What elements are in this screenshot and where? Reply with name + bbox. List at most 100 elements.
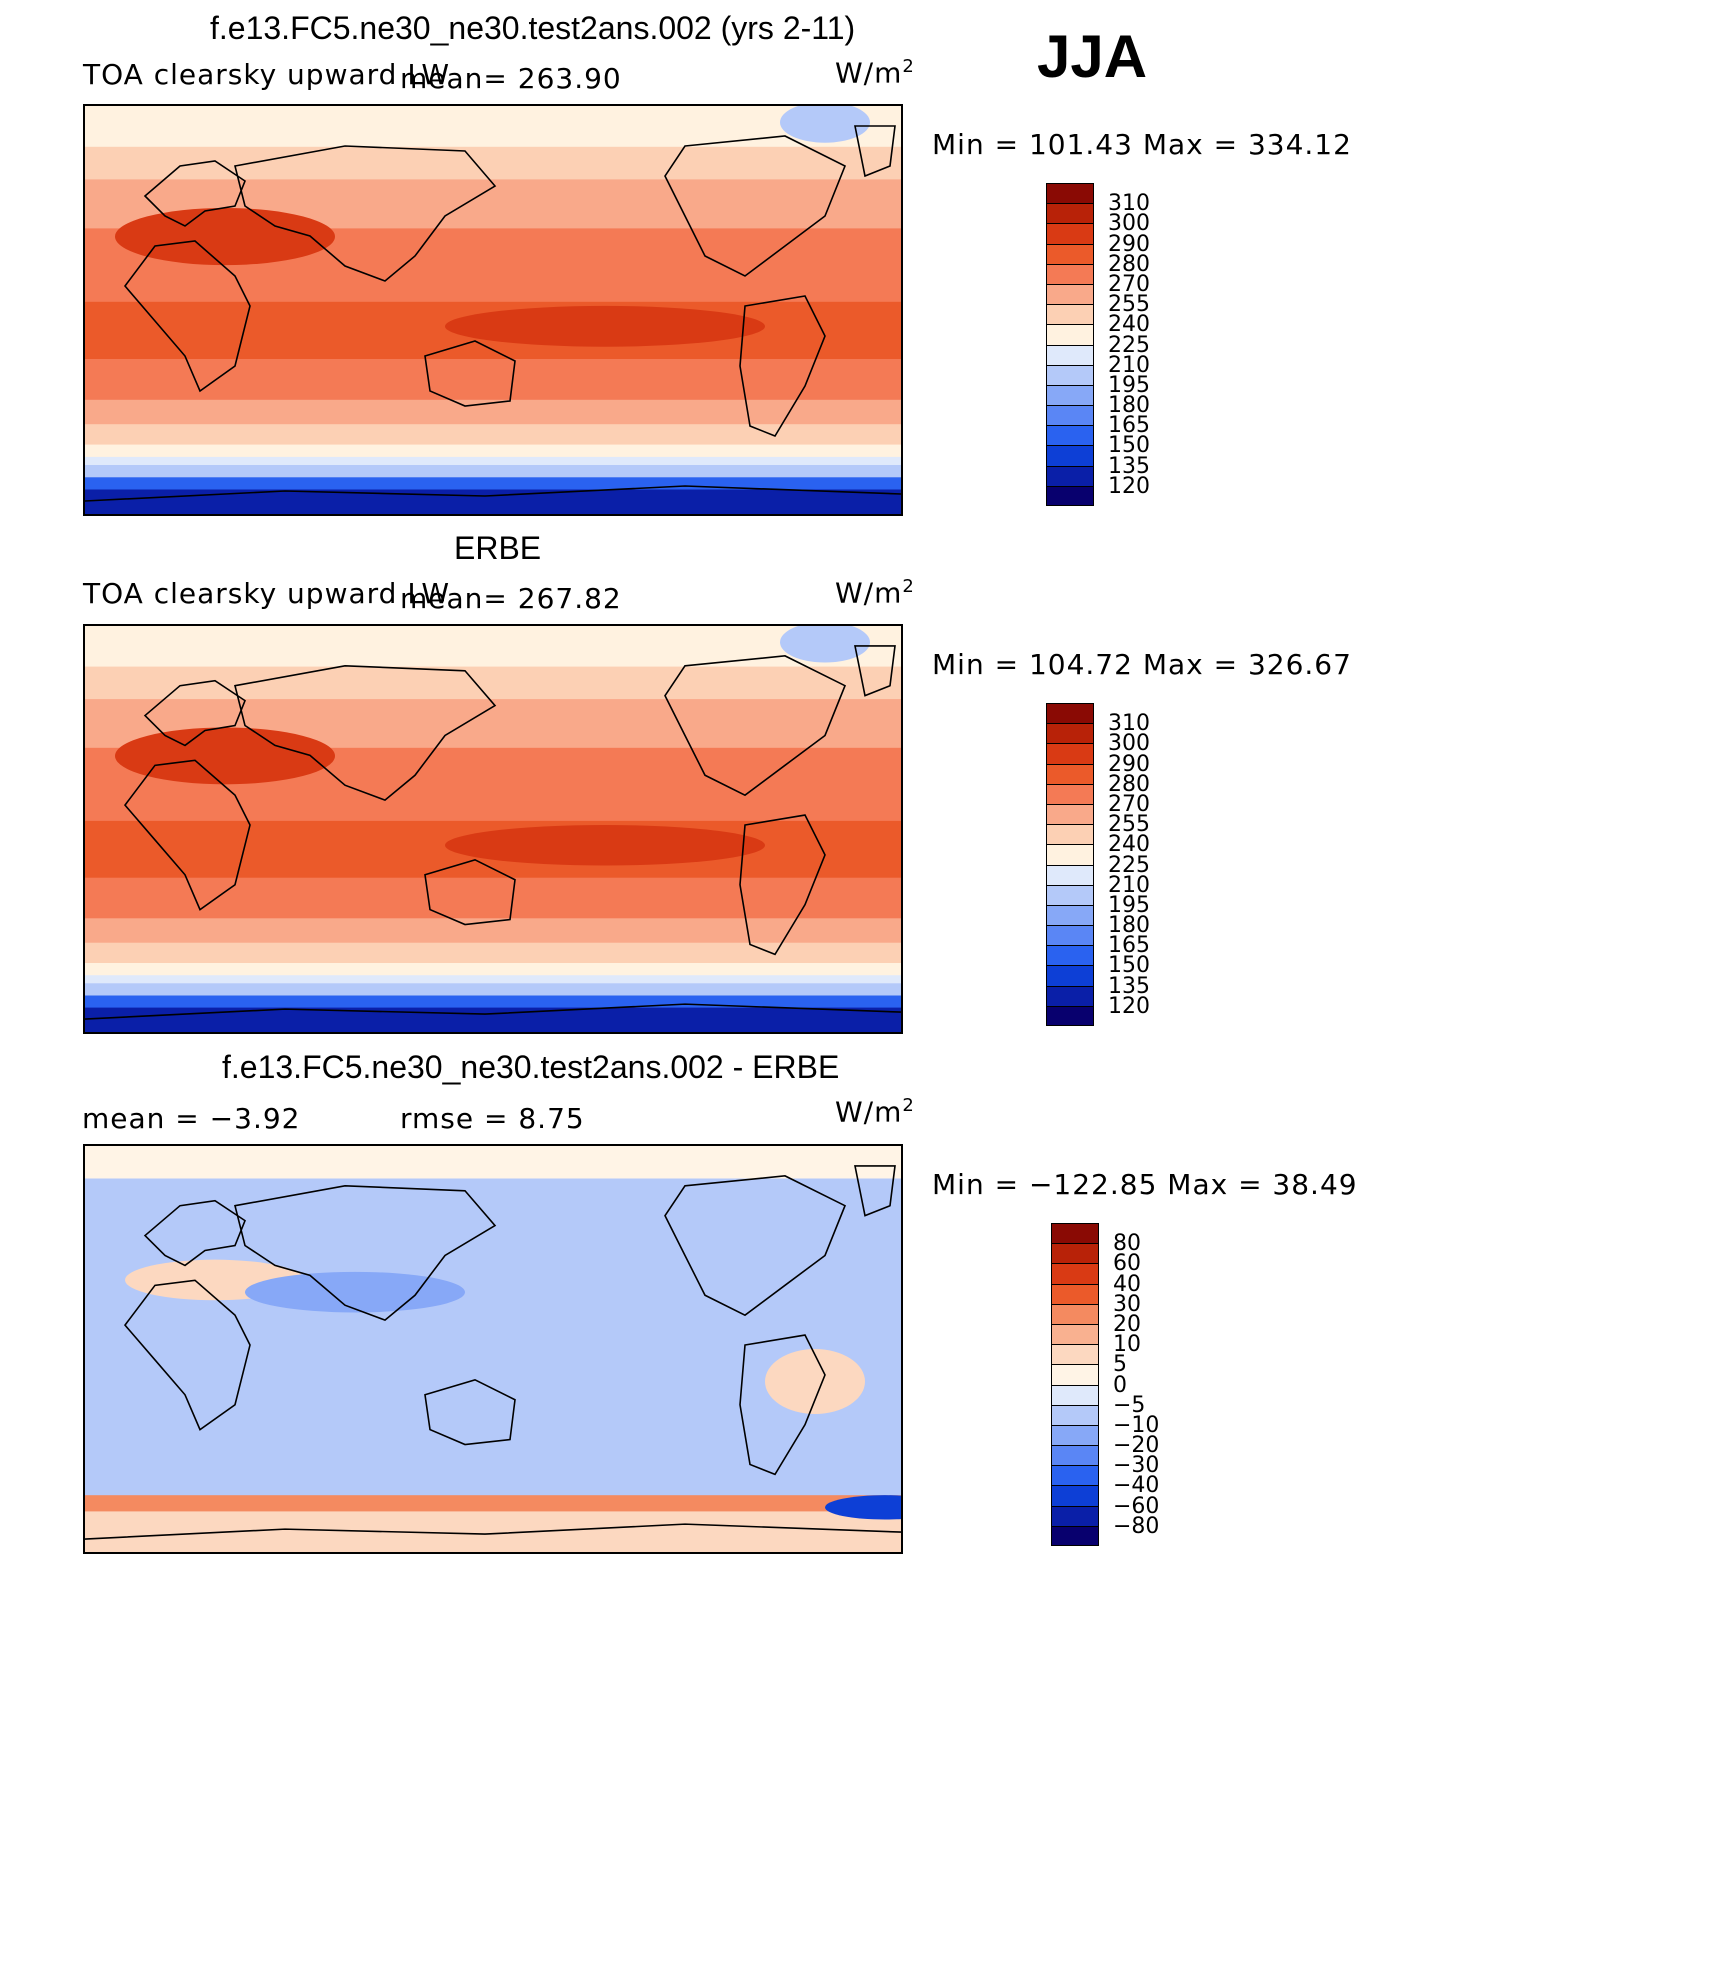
colorbar-tick-label: −30: [1113, 1453, 1160, 1479]
colorbar-box: [1051, 1404, 1099, 1426]
field-band: [85, 477, 901, 490]
colorbar-tick-label: −60: [1113, 1493, 1160, 1519]
colorbar-tick-label: 135: [1108, 453, 1150, 479]
panel1-variable: TOA clearsky upward LW: [83, 58, 451, 91]
colorbar-tick-label: 270: [1108, 271, 1150, 297]
colorbar-box: [1051, 1485, 1099, 1507]
coastline: [123, 240, 251, 393]
colorbar-tick-label: 240: [1108, 832, 1150, 858]
colorbar-box: [1046, 405, 1094, 426]
field-band: [85, 983, 901, 996]
colorbar-tick-label: 165: [1108, 413, 1150, 439]
colorbar-tick-label: 5: [1113, 1352, 1127, 1378]
field-band: [85, 995, 901, 1009]
colorbar-box: [1046, 223, 1094, 245]
coastline: [739, 814, 826, 956]
colorbar-box: [1046, 445, 1094, 467]
panel3-title: f.e13.FC5.ne30_ne30.test2ans.002 - ERBE: [222, 1049, 840, 1085]
colorbar-tick-label: 195: [1108, 892, 1150, 918]
colorbar-tick-label: −10: [1113, 1412, 1160, 1438]
coastline: [424, 1378, 516, 1446]
field-band: [85, 1007, 901, 1032]
colorbar-box: [1051, 1424, 1099, 1446]
panel2-minmax: Min = 104.72 Max = 326.67: [932, 648, 1352, 681]
colorbar-tick-label: 135: [1108, 973, 1150, 999]
colorbar-box: [1051, 1323, 1099, 1345]
colorbar-box: [1046, 364, 1094, 386]
colorbar-box: [1051, 1364, 1099, 1385]
colorbar-box: [1051, 1465, 1099, 1486]
colorbar-box: [1051, 1344, 1099, 1365]
panel1-colorbar: 310 300 290 280 270 255 240 225 210 195 180 165 150 1…: [1046, 183, 1150, 507]
field-band: [85, 963, 901, 976]
panel1-map: [83, 104, 903, 516]
panel3-units: W/m2: [835, 1095, 915, 1129]
colorbar-box: [1046, 723, 1094, 744]
panel2-map: [83, 624, 903, 1034]
colorbar-box: [1046, 304, 1094, 325]
colorbar-tick-label: 310: [1108, 191, 1150, 217]
colorbar-box: [1046, 465, 1094, 487]
colorbar-tick-label: 150: [1108, 953, 1150, 979]
panel2-mean: mean= 267.82: [400, 582, 622, 615]
coastline: [854, 1165, 896, 1217]
panel1-mean: mean= 263.90: [400, 62, 622, 95]
colorbar-tick-label: 270: [1108, 791, 1150, 817]
colorbar-tick-label: 255: [1108, 292, 1150, 318]
colorbar-tick-label: 180: [1108, 393, 1150, 419]
colorbar-tick-label: 310: [1108, 711, 1150, 737]
coastline: [664, 1175, 847, 1317]
colorbar-tick-label: 120: [1108, 993, 1150, 1019]
colorbar-box: [1051, 1505, 1099, 1527]
field-band: [85, 1178, 901, 1496]
colorbar-box: [1046, 904, 1094, 926]
colorbar-tick-label: 280: [1108, 771, 1150, 797]
colorbar-tick-label: 225: [1108, 852, 1150, 878]
colorbar-tick-label: 150: [1108, 433, 1150, 459]
colorbar-box: [1046, 985, 1094, 1007]
colorbar-box: [1046, 884, 1094, 906]
coastline: [85, 1523, 901, 1540]
field-band: [85, 359, 901, 401]
coastline: [123, 759, 251, 911]
coastline: [143, 160, 246, 227]
panel3-colorbar: 80 60 40 30 20 10 5 0 −5 −10 −20 −30 −40 −60 −80: [1051, 1223, 1159, 1547]
field-band: [85, 146, 901, 180]
colorbar-box: [1046, 384, 1094, 406]
colorbar-tick-label: 10: [1113, 1332, 1141, 1358]
colorbar-tick-label: 0: [1113, 1372, 1127, 1398]
field-band: [85, 399, 901, 425]
colorbar-tick-label: 210: [1108, 872, 1150, 898]
colorbar-box: [1051, 1445, 1099, 1466]
field-band: [85, 975, 901, 984]
colorbar-box: [1046, 803, 1094, 825]
colorbar-tick-label: 165: [1108, 933, 1150, 959]
negative-region: [825, 1495, 901, 1520]
colorbar-tick-label: 300: [1108, 731, 1150, 757]
colorbar-box: [1046, 344, 1094, 366]
colorbar-box: [1046, 763, 1094, 785]
field-band: [85, 424, 901, 446]
colorbar-box: [1046, 925, 1094, 946]
colorbar-tick-label: 225: [1108, 332, 1150, 358]
colorbar-tick-label: 20: [1113, 1311, 1141, 1337]
coastline: [85, 485, 901, 502]
cold-region: [780, 106, 870, 143]
panel3-mean: mean = −3.92: [82, 1102, 301, 1135]
field-band: [85, 1495, 901, 1512]
coastline: [143, 1199, 246, 1267]
field-band: [85, 106, 901, 148]
colorbar-box: [1046, 844, 1094, 865]
colorbar-tick-label: 290: [1108, 231, 1150, 257]
coastline: [85, 1003, 901, 1020]
coastline: [739, 1334, 826, 1476]
coastline: [234, 665, 497, 802]
colorbar-box: [1046, 283, 1094, 305]
hot-region: [445, 824, 765, 866]
colorbar-tick-label: 80: [1113, 1231, 1141, 1257]
coastline: [123, 1279, 251, 1431]
colorbar-box: [1046, 743, 1094, 765]
colorbar-box: [1051, 1243, 1099, 1264]
panel2-variable: TOA clearsky upward LW: [83, 577, 451, 610]
panel2-title: ERBE: [454, 530, 542, 566]
